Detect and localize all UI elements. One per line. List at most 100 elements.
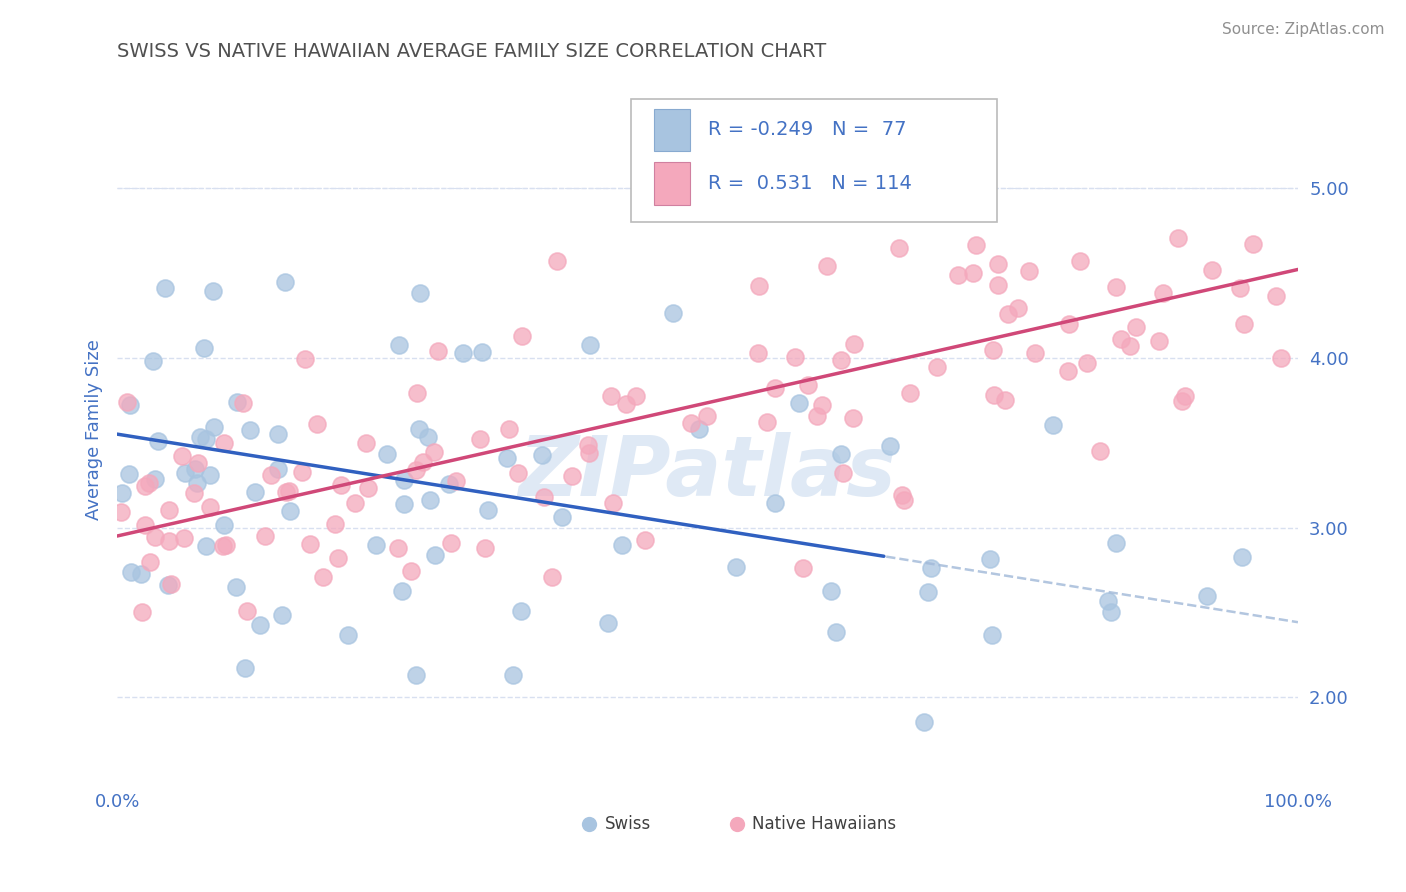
Point <box>1119 339 1142 353</box>
Point <box>508 466 530 480</box>
Point <box>172 449 194 463</box>
Point <box>440 535 463 549</box>
Point <box>201 284 224 298</box>
Point <box>815 259 838 273</box>
Point <box>725 560 748 574</box>
Text: R =  0.531   N = 114: R = 0.531 N = 114 <box>707 174 911 193</box>
Point <box>763 496 786 510</box>
Point <box>1233 318 1256 332</box>
Point <box>129 566 152 581</box>
Point <box>1069 253 1091 268</box>
Point <box>810 398 832 412</box>
Point <box>387 337 409 351</box>
Point <box>134 479 156 493</box>
Point <box>364 538 387 552</box>
Point <box>576 438 599 452</box>
Point <box>212 436 235 450</box>
Y-axis label: Average Family Size: Average Family Size <box>86 340 103 520</box>
Point <box>468 432 491 446</box>
Point <box>1088 444 1111 458</box>
Point <box>212 517 235 532</box>
Point <box>1152 286 1174 301</box>
Point <box>891 488 914 502</box>
Point <box>405 667 427 681</box>
Point <box>117 394 139 409</box>
Point <box>143 530 166 544</box>
Point <box>887 241 910 255</box>
Point <box>437 476 460 491</box>
Point <box>157 578 180 592</box>
Point <box>696 409 718 423</box>
Point <box>830 447 852 461</box>
Point <box>789 396 811 410</box>
Point <box>142 354 165 368</box>
Point <box>498 422 520 436</box>
Point <box>426 344 449 359</box>
Point <box>898 385 921 400</box>
Point <box>879 439 901 453</box>
Point <box>160 576 183 591</box>
Point <box>357 481 380 495</box>
Point <box>688 422 710 436</box>
Point <box>471 344 494 359</box>
Point <box>1018 264 1040 278</box>
Point <box>267 427 290 442</box>
Point <box>120 565 142 579</box>
Point <box>394 473 416 487</box>
Point <box>474 541 496 555</box>
Point <box>546 254 568 268</box>
Point <box>274 484 297 499</box>
Point <box>920 561 942 575</box>
Point <box>271 607 294 622</box>
Point <box>981 628 1004 642</box>
Point <box>1230 550 1253 565</box>
Point <box>1174 389 1197 403</box>
Point <box>1265 289 1288 303</box>
Point <box>186 475 208 490</box>
Point <box>312 569 335 583</box>
Point <box>408 422 430 436</box>
Point <box>616 397 638 411</box>
Point <box>983 388 1005 402</box>
Point <box>502 668 524 682</box>
Point <box>981 343 1004 357</box>
Point <box>146 434 169 448</box>
FancyBboxPatch shape <box>631 99 997 222</box>
Point <box>662 306 685 320</box>
Point <box>830 353 852 368</box>
Point <box>444 474 467 488</box>
Point <box>602 496 624 510</box>
Point <box>893 493 915 508</box>
Point <box>783 351 806 365</box>
Point <box>1125 320 1147 334</box>
Point <box>118 398 141 412</box>
Point <box>387 541 409 555</box>
Text: Native Hawaiians: Native Hawaiians <box>752 815 897 833</box>
Point <box>399 564 422 578</box>
Point <box>173 531 195 545</box>
Text: SWISS VS NATIVE HAWAIIAN AVERAGE FAMILY SIZE CORRELATION CHART: SWISS VS NATIVE HAWAIIAN AVERAGE FAMILY … <box>117 42 827 61</box>
Point <box>1171 394 1194 409</box>
Point <box>406 385 429 400</box>
Point <box>825 624 848 639</box>
Point <box>477 503 499 517</box>
Point <box>323 516 346 531</box>
Point <box>307 417 329 432</box>
Point <box>1007 301 1029 315</box>
Point <box>530 448 553 462</box>
Point <box>1099 605 1122 619</box>
Point <box>917 585 939 599</box>
Point <box>187 456 209 470</box>
Point <box>419 492 441 507</box>
Point <box>233 661 256 675</box>
Point <box>193 341 215 355</box>
Point <box>842 411 865 425</box>
Point <box>194 432 217 446</box>
Point <box>267 462 290 476</box>
Point <box>423 445 446 459</box>
Point <box>748 278 770 293</box>
Point <box>1195 589 1218 603</box>
Point <box>561 469 583 483</box>
Point <box>134 518 156 533</box>
Point <box>1024 346 1046 360</box>
